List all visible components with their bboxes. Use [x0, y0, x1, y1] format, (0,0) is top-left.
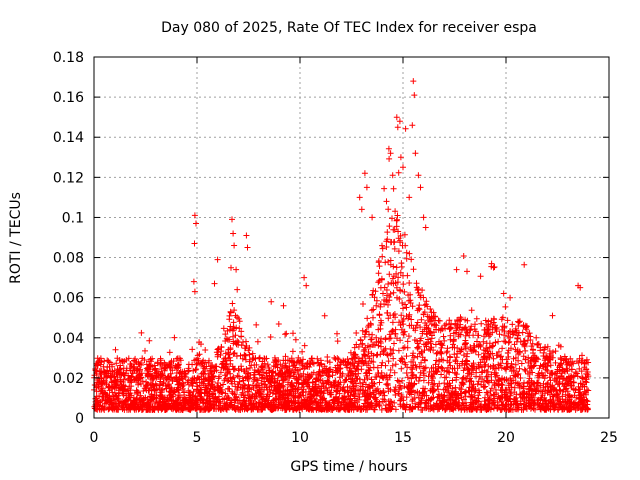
roti-spike-point — [422, 224, 429, 231]
axis-ticks: 0 0.02 0.04 0.06 0.08 0.1 0.12 0.14 0.16 0.18 0 5 10… — [53, 50, 618, 446]
roti-spike-point — [488, 260, 495, 267]
roti-spike-point — [303, 282, 310, 289]
x-tick-label: 5 — [193, 430, 202, 446]
y-tick-label: 0.12 — [53, 170, 84, 186]
roti-spike-point — [234, 286, 241, 293]
x-tick-label: 15 — [394, 430, 412, 446]
roti-spike-point — [230, 230, 237, 237]
roti-spike-point — [214, 256, 221, 263]
y-tick-label: 0.06 — [53, 291, 84, 307]
roti-spike-point — [243, 232, 250, 239]
roti-spike-point — [412, 150, 419, 157]
roti-background-points — [91, 125, 592, 413]
roti-spike-point — [410, 78, 417, 85]
roti-spike-point — [301, 274, 308, 281]
roti-spike-point — [361, 170, 368, 177]
roti-spike-point — [191, 240, 198, 247]
roti-spike-point — [268, 298, 275, 305]
roti-spike-point — [363, 184, 370, 191]
x-tick-label: 0 — [90, 430, 99, 446]
roti-spike-point — [394, 124, 401, 131]
x-tick-label: 25 — [600, 430, 618, 446]
y-tick-label: 0.14 — [53, 130, 84, 146]
plot-frame — [93, 56, 610, 419]
roti-spike-point — [244, 244, 251, 251]
roti-spike-point — [387, 150, 394, 157]
data-points — [91, 78, 592, 413]
roti-spike-point — [577, 284, 584, 291]
roti-spike-point — [396, 118, 403, 125]
y-tick-label: 0 — [75, 411, 84, 427]
roti-spike-point — [191, 288, 198, 295]
roti-spike-point — [389, 172, 396, 179]
roti-spike-point — [411, 92, 418, 99]
roti-spike-point — [490, 264, 497, 271]
roti-spike-point — [356, 194, 363, 201]
x-tick-label: 20 — [497, 430, 515, 446]
roti-spike-point — [280, 302, 287, 309]
roti-spike-point — [358, 206, 365, 213]
y-tick-label: 0.04 — [53, 331, 84, 347]
roti-spike-point — [191, 212, 198, 219]
roti-spike-point — [231, 242, 238, 249]
roti-spike-point — [393, 114, 400, 121]
y-tick-label: 0.18 — [53, 50, 84, 66]
x-axis-label: GPS time / hours — [290, 459, 407, 475]
roti-spike-point — [400, 164, 406, 171]
roti-spike-point — [321, 312, 328, 319]
roti-spike-point — [193, 220, 199, 227]
roti-spike-point — [369, 214, 376, 221]
y-axis-label: ROTI / TECUs — [8, 192, 24, 284]
roti-spike-point — [229, 216, 235, 223]
roti-spike-point — [406, 194, 413, 201]
y-tick-label: 0.1 — [62, 210, 84, 226]
x-tick-label: 10 — [291, 430, 309, 446]
y-tick-label: 0.16 — [53, 90, 84, 106]
chart-title: Day 080 of 2025, Rate Of TEC Index for r… — [161, 20, 537, 36]
roti-spike-point — [507, 294, 514, 301]
roti-spike-point — [453, 266, 460, 273]
roti-spike-point — [211, 280, 218, 287]
roti-spike-point — [233, 266, 240, 273]
roti-spike-point — [383, 198, 390, 205]
y-tick-label: 0.08 — [53, 251, 84, 267]
roti-spike-point — [420, 214, 427, 221]
roti-spike-point — [415, 172, 422, 179]
roti-spike-point — [190, 278, 197, 285]
y-tick-label: 0.02 — [53, 371, 84, 387]
roti-spike-point — [417, 184, 424, 191]
roti-spike-point — [409, 122, 416, 129]
roti-spike-point — [397, 154, 404, 161]
